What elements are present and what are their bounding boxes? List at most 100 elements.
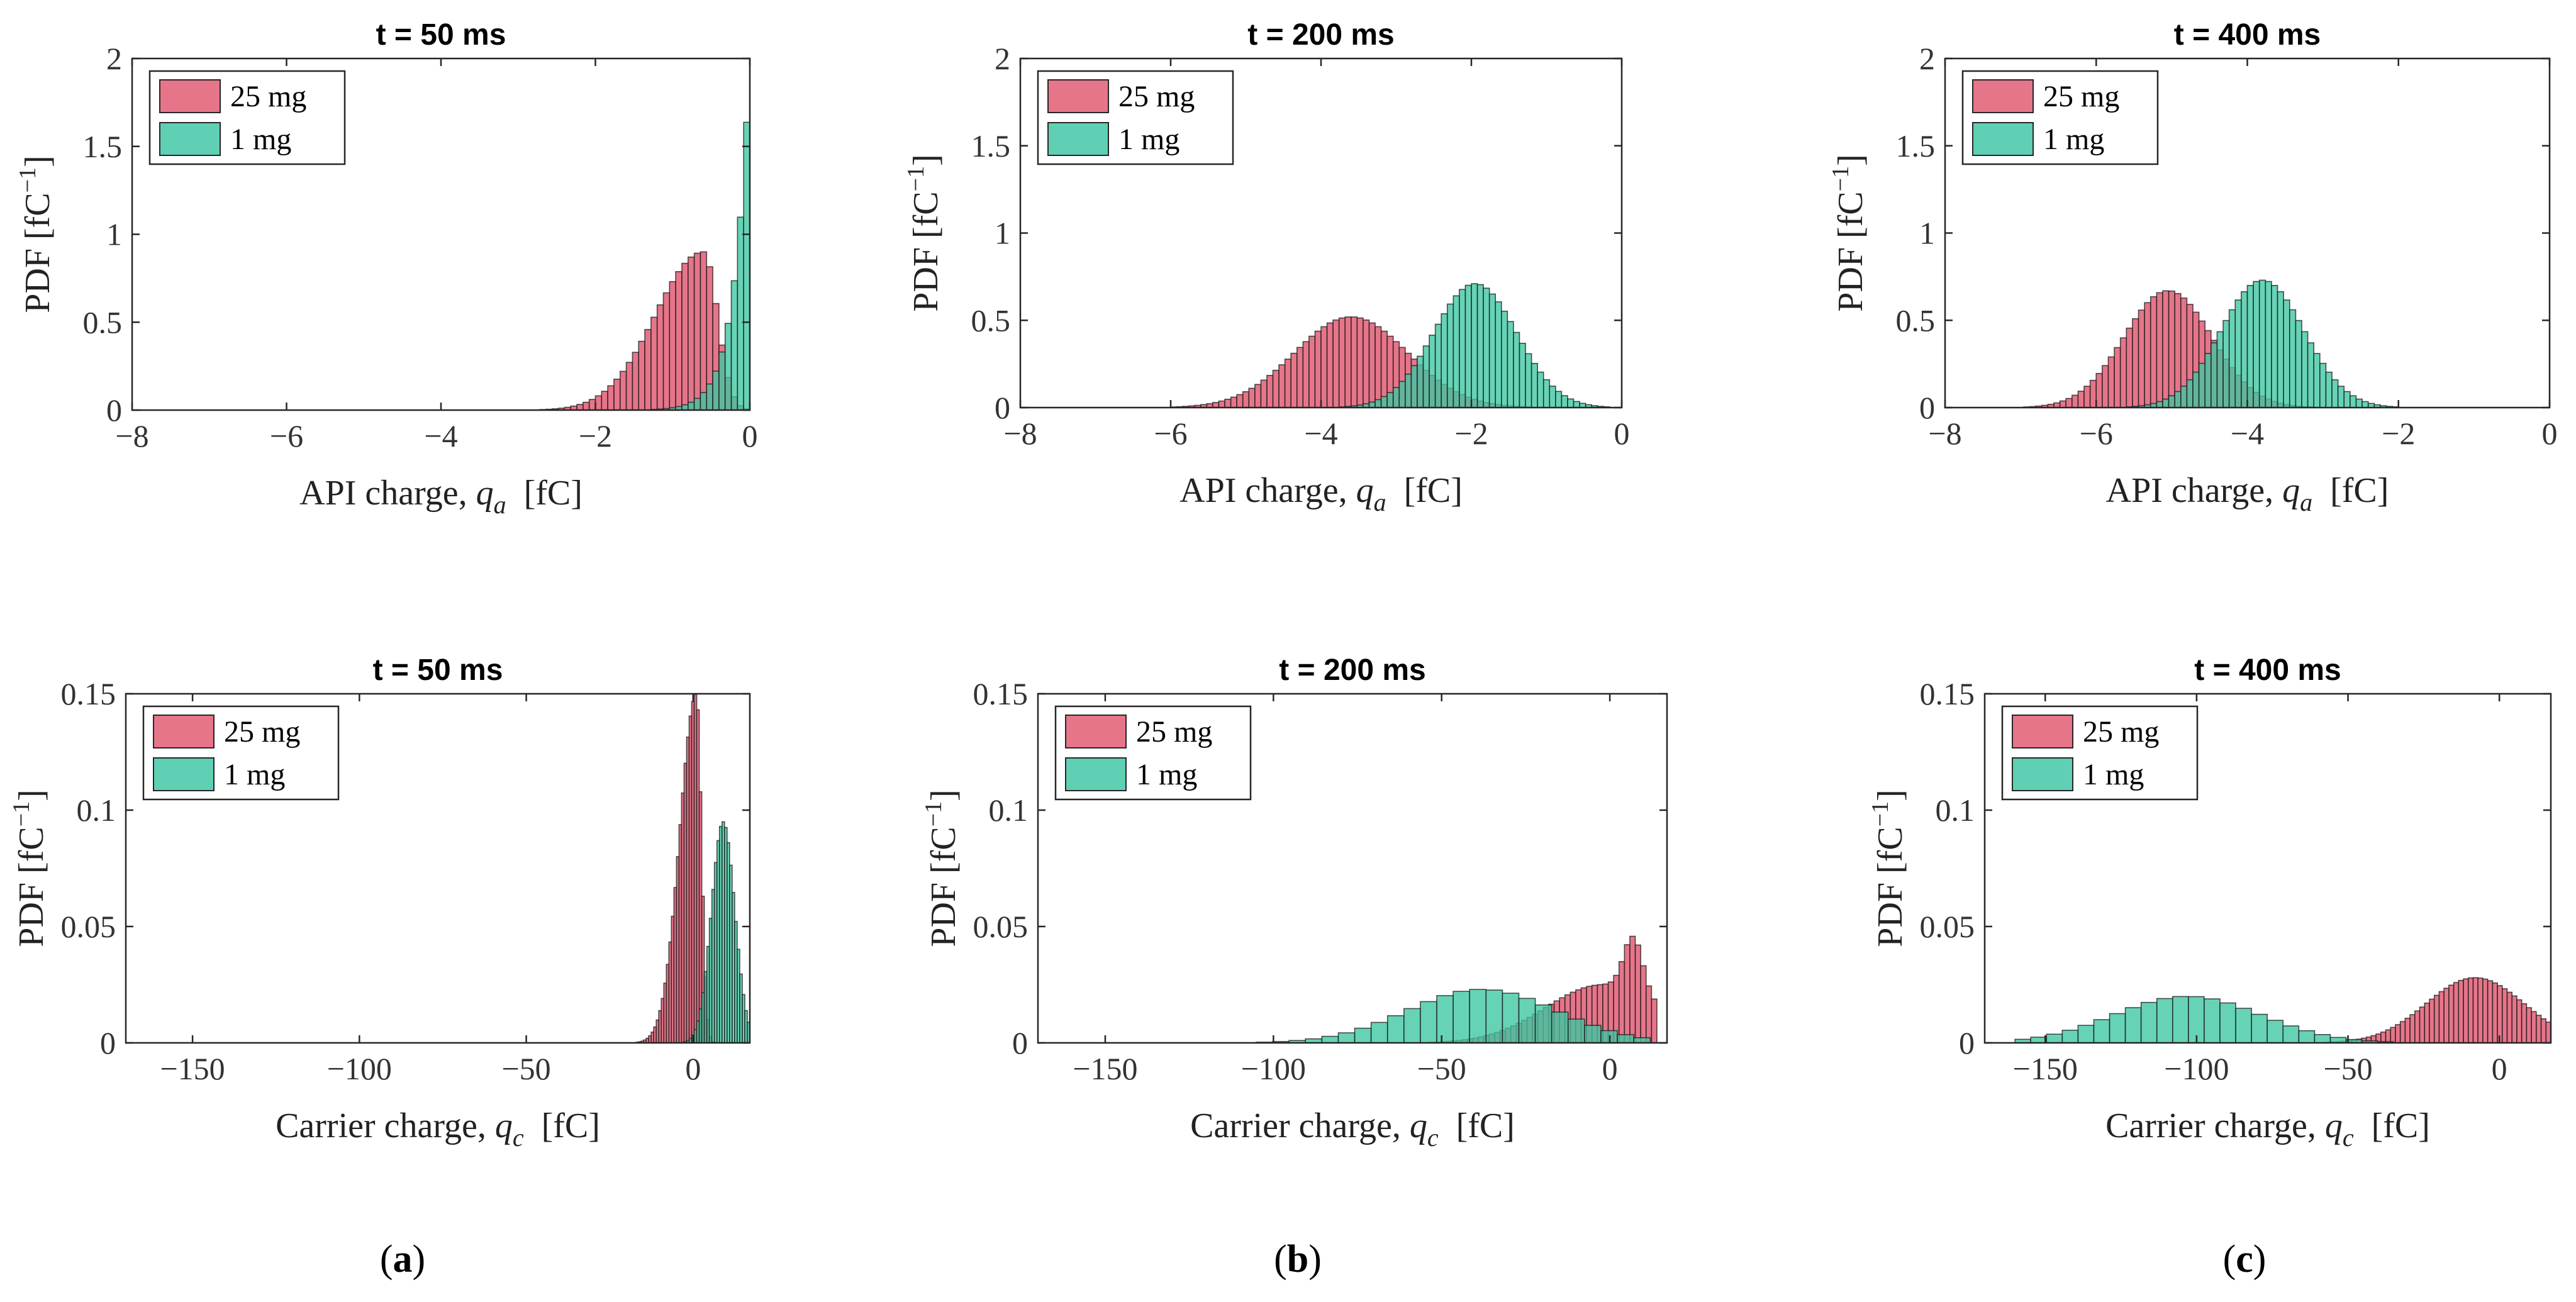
bar (1321, 1035, 1339, 1043)
bar (2030, 1037, 2048, 1043)
legend-label: 1 mg (1136, 758, 1197, 791)
x-axis-label-var: q (1356, 471, 1374, 510)
x-axis-label-unit: [fC] (1386, 471, 1463, 510)
x-tick-label: −100 (1241, 1051, 1306, 1086)
bar (693, 252, 701, 410)
bar (1266, 375, 1274, 408)
y-axis-label-end: ] (12, 789, 51, 801)
bar (2156, 998, 2173, 1043)
bar (2168, 290, 2175, 408)
bar (1464, 284, 1472, 408)
bar (1242, 391, 1250, 408)
chart-api-400: −8 −6 −4 −2 0 0 0.5 1 1.5 2 t = 400 ms API charge, … (1827, 18, 2558, 516)
bar (2337, 386, 2345, 408)
bar (2453, 982, 2460, 1043)
bar (2429, 998, 2435, 1043)
x-tick-label: −50 (1417, 1051, 1466, 1086)
legend-label: 25 mg (224, 715, 300, 748)
bar (1525, 353, 1532, 408)
charts: −8 −6 −4 −2 0 0 0.5 1 1.5 2 t = 50 ms API charge, q… (8, 18, 2558, 1152)
legend-label: 1 mg (1118, 123, 1179, 156)
y-tick-label: 1.5 (83, 129, 123, 164)
bar (2140, 1001, 2158, 1043)
bar (2216, 331, 2224, 408)
legend-swatch-red (1047, 79, 1109, 113)
y-axis-label-sup: −1 (1867, 801, 1893, 826)
x-axis-label: Carrier charge, qc [fC] (2105, 1106, 2430, 1152)
y-axis-label-text: PDF [fC (18, 192, 57, 313)
x-axis-label-text: API charge, (2106, 471, 2282, 510)
x-tick-label: −100 (327, 1051, 392, 1086)
y-tick-label: 0 (100, 1025, 116, 1060)
bar (1422, 345, 1430, 408)
bar (724, 323, 732, 410)
bar (2506, 991, 2513, 1043)
bar (1326, 322, 1334, 408)
bar (1380, 396, 1388, 408)
y-axis-label-sup: −1 (8, 801, 35, 826)
y-axis-label-text: PDF [fC (1831, 191, 1870, 311)
x-tick-label: 0 (2542, 416, 2558, 451)
legend-label: 25 mg (230, 80, 306, 113)
bar (588, 399, 596, 410)
bar (2419, 1006, 2426, 1043)
bar (1351, 316, 1358, 408)
bar (1618, 961, 1625, 1043)
chart-title: t = 200 ms (1279, 654, 1425, 687)
y-axis-label-text: PDF [fC (924, 826, 963, 947)
y-tick-label: 0.05 (1920, 909, 1975, 944)
chart-api-50: −8 −6 −4 −2 0 0 0.5 1 1.5 2 t = 50 ms API charge, q… (14, 18, 758, 519)
bar (576, 404, 584, 410)
bar (2414, 1010, 2421, 1043)
legend-swatch-red (1065, 715, 1127, 748)
bar (1417, 355, 1424, 408)
legend-swatch-teal (1065, 757, 1127, 791)
legend-swatch-teal (2012, 757, 2073, 791)
bar (1356, 317, 1364, 408)
x-axis-label-sub: a (494, 491, 506, 519)
bar (712, 370, 720, 410)
y-axis-label: PDF [fC−1] (1827, 154, 1870, 311)
bar (650, 316, 658, 410)
bar (2168, 395, 2175, 408)
bar (1338, 317, 1346, 408)
bar (594, 395, 603, 410)
x-tick-label: 0 (1602, 1051, 1618, 1086)
bar (632, 352, 640, 410)
x-axis-label-sub: c (2343, 1123, 2354, 1152)
bar (1549, 386, 1556, 408)
bar (1284, 359, 1292, 408)
legend-label: 1 mg (2083, 758, 2144, 791)
bar (656, 304, 664, 410)
bar (2385, 1029, 2392, 1043)
bar (1519, 342, 1526, 408)
bar (1645, 985, 1653, 1043)
bar (1344, 316, 1352, 408)
bar (2180, 386, 2188, 408)
chart-title: t = 400 ms (2194, 654, 2341, 687)
legend-swatch-teal (153, 757, 215, 791)
bar (2126, 327, 2133, 408)
x-tick-label: −150 (160, 1051, 225, 1086)
bar (2487, 980, 2494, 1043)
x-axis-label-unit: [fC] (2354, 1106, 2430, 1145)
bar (2046, 1033, 2063, 1043)
bar (2295, 320, 2302, 408)
y-tick-label: 0.15 (973, 676, 1029, 711)
bar (2361, 401, 2369, 408)
bar (2521, 1003, 2528, 1043)
bar (2443, 988, 2450, 1043)
bar (1624, 944, 1631, 1043)
bar (2093, 1019, 2110, 1043)
chart-title: t = 400 ms (2174, 18, 2321, 52)
bar (2144, 302, 2151, 408)
bar (2540, 1018, 2547, 1043)
bar (2095, 372, 2103, 408)
x-tick-label: −2 (579, 418, 612, 453)
bar (1363, 319, 1370, 408)
y-axis-label: PDF [fC−1] (1867, 789, 1910, 947)
bar (2409, 1014, 2416, 1043)
y-tick-label: 0 (1012, 1025, 1028, 1060)
bar (2119, 337, 2127, 408)
bar (2467, 977, 2474, 1043)
